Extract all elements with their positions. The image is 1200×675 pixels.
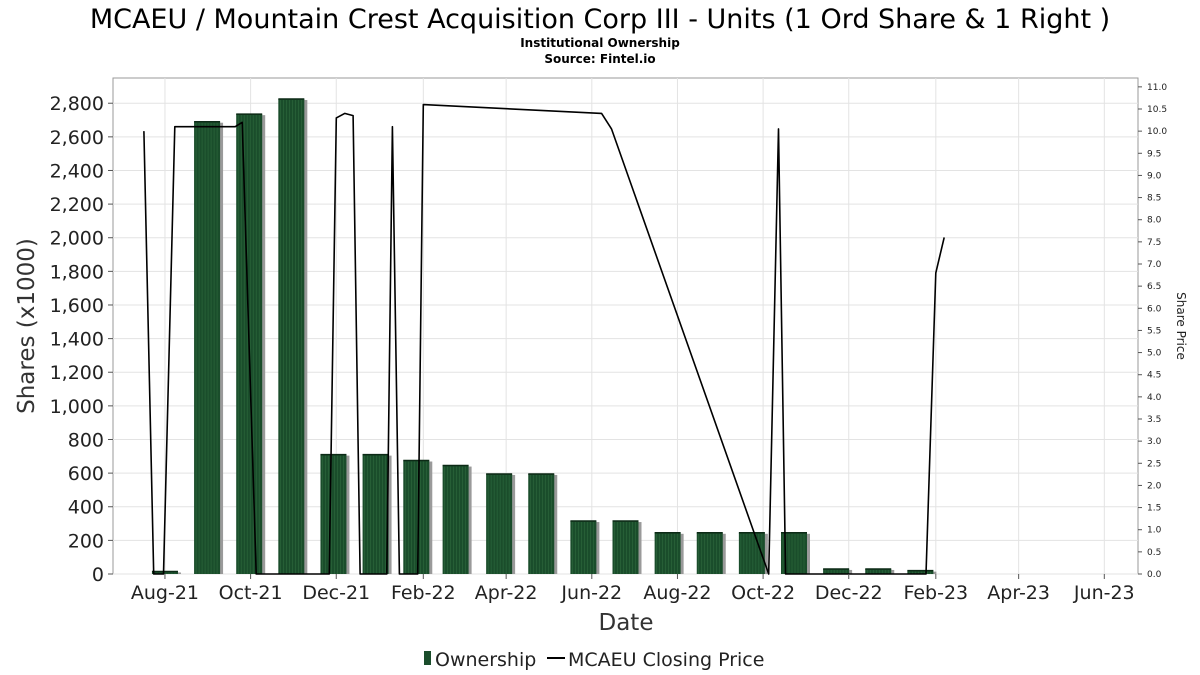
chart-title: MCAEU / Mountain Crest Acquisition Corp …	[90, 4, 1110, 35]
y-tick-label-6: 1,200	[50, 362, 104, 384]
bar-13	[696, 532, 723, 574]
chart-subtitle-line-1: Institutional Ownership	[520, 36, 680, 50]
y-tick-label-8: 1,600	[50, 295, 104, 317]
legend-ownership-label: Ownership	[435, 649, 536, 671]
y2-tick-label-17: 8.5	[1147, 194, 1161, 204]
y-tick-label-9: 1,800	[50, 261, 104, 283]
y2-tick-label-16: 8.0	[1147, 216, 1162, 226]
bar-12	[654, 532, 681, 574]
y-tick-label-13: 2,600	[50, 127, 104, 149]
x-tick-label-1: Oct-21	[219, 582, 283, 604]
bar-4	[320, 454, 347, 574]
chart-subtitle-line-2: Source: Fintel.io	[544, 52, 655, 66]
bar-7	[442, 465, 469, 574]
y-axis-left-ticks: 0 200 400 600 800 1,000 1,200 1,400 1,600 1,800 2,…	[50, 93, 113, 586]
bar-texture-7	[444, 466, 466, 574]
y2-tick-label-13: 6.5	[1147, 282, 1161, 292]
x-tick-label-4: Apr-22	[475, 582, 538, 604]
y-tick-label-2: 400	[68, 497, 104, 519]
y2-tick-label-8: 4.0	[1147, 393, 1162, 403]
bar-texture-11	[614, 522, 636, 574]
bar-9	[528, 473, 555, 574]
y2-tick-label-10: 5.0	[1147, 349, 1162, 359]
y2-tick-label-18: 9.0	[1147, 171, 1162, 181]
y2-axis-label: Share Price	[1174, 292, 1188, 360]
bar-texture-4	[322, 455, 344, 574]
plot-area	[112, 77, 1139, 575]
bar-5	[362, 454, 389, 574]
bar-11	[612, 521, 639, 574]
y2-tick-label-15: 7.5	[1147, 238, 1161, 248]
y2-tick-label-9: 4.5	[1147, 371, 1161, 381]
y2-tick-label-6: 3.0	[1147, 437, 1162, 447]
bar-3	[278, 99, 305, 574]
x-tick-label-5: Jun-22	[560, 582, 622, 604]
bar-texture-6	[404, 461, 427, 574]
bar-texture-5	[364, 455, 386, 574]
y-tick-label-10: 2,000	[50, 228, 104, 250]
price-line	[143, 103, 945, 575]
y-axis-right-ticks: 0.0 0.5 1.0 1.5 2.0 2.5 3.0 3.5 4.0 4.5 5.0 5.5 6.0 6…	[1138, 83, 1167, 580]
y2-tick-label-11: 5.5	[1147, 326, 1161, 336]
legend-price-label: MCAEU Closing Price	[568, 649, 764, 671]
y-tick-label-14: 2,800	[50, 93, 104, 115]
y-axis-label: Shares (x1000)	[14, 238, 40, 414]
x-axis-ticks: Aug-21 Oct-21 Dec-21 Feb-22 Apr-22 Jun-22 Aug-…	[131, 574, 1135, 604]
x-axis-label: Date	[599, 610, 654, 636]
y2-tick-label-2: 1.0	[1147, 526, 1162, 536]
bar-texture-12	[656, 533, 678, 574]
x-tick-label-11: Jun-23	[1073, 582, 1135, 604]
bar-texture-13	[698, 533, 721, 574]
x-tick-label-10: Apr-23	[987, 582, 1050, 604]
y-tick-label-4: 800	[68, 429, 104, 451]
y-tick-label-11: 2,200	[50, 194, 104, 216]
bar-17	[865, 568, 892, 574]
legend-ownership-swatch	[424, 651, 431, 665]
bar-texture-8	[487, 474, 510, 574]
y2-tick-label-1: 0.5	[1147, 548, 1161, 558]
y2-tick-label-21: 10.5	[1147, 105, 1167, 115]
bar-14	[738, 532, 765, 574]
bar-1	[194, 121, 221, 574]
bar-0	[151, 571, 178, 574]
bar-texture-1	[195, 122, 218, 574]
bar-6	[403, 460, 430, 574]
y2-tick-label-5: 2.5	[1147, 459, 1161, 469]
bar-18	[907, 570, 934, 574]
y2-tick-label-22: 11.0	[1147, 83, 1167, 93]
bar-8	[486, 473, 513, 574]
y2-tick-label-0: 0.0	[1147, 570, 1162, 580]
bar-texture-10	[572, 522, 594, 574]
bar-texture-14	[740, 533, 763, 574]
bar-texture-2	[237, 115, 260, 574]
y2-tick-label-14: 7.0	[1147, 260, 1162, 270]
y-tick-label-1: 200	[68, 530, 104, 552]
x-tick-label-2: Dec-21	[302, 582, 370, 604]
y-tick-label-0: 0	[92, 564, 104, 586]
bar-texture-9	[529, 474, 552, 574]
y2-tick-label-19: 9.5	[1147, 149, 1161, 159]
y2-tick-label-20: 10.0	[1147, 127, 1167, 137]
y2-tick-label-3: 1.5	[1147, 504, 1161, 514]
y-tick-label-5: 1,000	[50, 396, 104, 418]
legend: Ownership MCAEU Closing Price	[424, 649, 764, 671]
y2-tick-label-12: 6.0	[1147, 304, 1162, 314]
x-tick-label-8: Dec-22	[815, 582, 883, 604]
x-tick-label-0: Aug-21	[131, 582, 199, 604]
y-tick-label-3: 600	[68, 463, 104, 485]
bar-16	[823, 568, 850, 574]
y-tick-label-7: 1,400	[50, 329, 104, 351]
y2-tick-label-4: 2.0	[1147, 481, 1162, 491]
x-tick-label-3: Feb-22	[391, 582, 456, 604]
x-tick-label-6: Aug-22	[643, 582, 711, 604]
price-line-path	[143, 103, 945, 575]
x-tick-label-7: Oct-22	[731, 582, 795, 604]
x-tick-label-9: Feb-23	[903, 582, 968, 604]
bar-10	[570, 521, 597, 574]
y-tick-label-12: 2,400	[50, 160, 104, 182]
bar-texture-3	[280, 100, 302, 574]
y2-tick-label-7: 3.5	[1147, 415, 1161, 425]
